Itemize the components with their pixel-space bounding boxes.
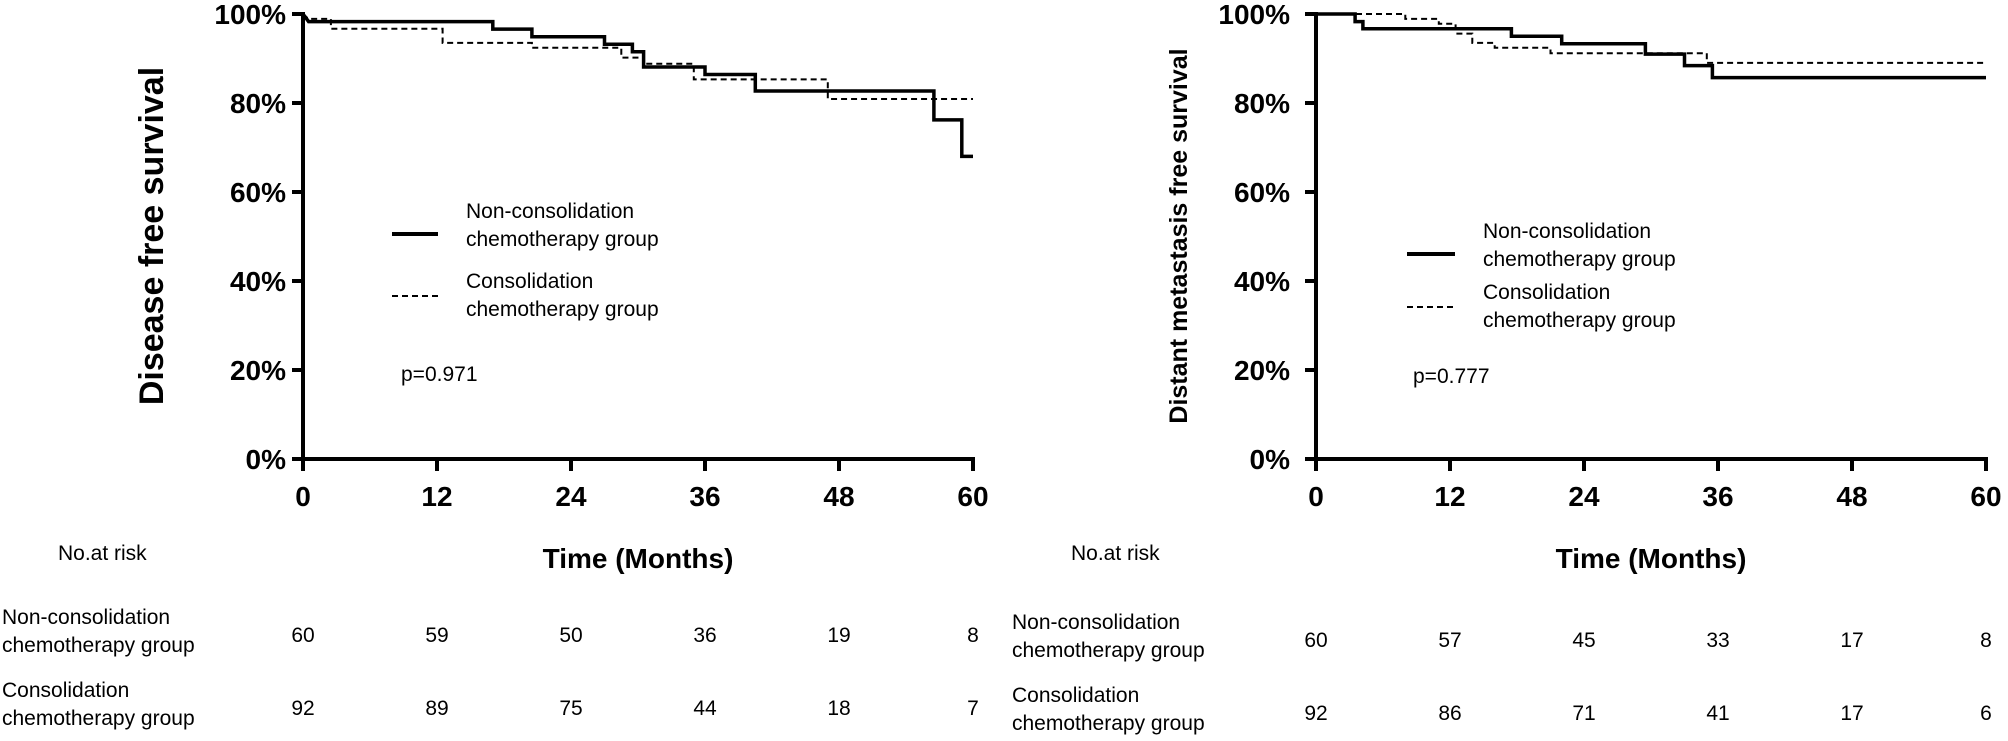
panel2-risk-row-label-2: chemotherapy group <box>1012 639 1205 662</box>
panel1-risk-value: 7 <box>967 697 979 720</box>
panel1-risk-value: 36 <box>693 624 716 647</box>
panel2-x-tick-label: 36 <box>1702 481 1733 512</box>
panel2-y-tick-label: 0% <box>1250 444 1291 475</box>
panel2-x-tick-label: 12 <box>1434 481 1465 512</box>
panel1-x-tick-label: 12 <box>421 481 452 512</box>
panel2-x-tick-label: 0 <box>1308 481 1324 512</box>
panel2-y-axis-title: Distant metastasis free survival <box>1165 48 1193 423</box>
panel2-legend-dashed-label-2: chemotherapy group <box>1483 309 1676 332</box>
panel1-risk-value: 50 <box>559 624 582 647</box>
panel2-series-consolidation <box>1316 13 1986 64</box>
panel1-risk-value: 44 <box>693 697 717 720</box>
panel2-legend-solid-label-2: chemotherapy group <box>1483 248 1676 271</box>
panel1-risk-row-label-2: chemotherapy group <box>2 634 195 657</box>
panel2-risk-value: 86 <box>1438 702 1461 725</box>
panel1-x-tick-label: 60 <box>957 481 988 512</box>
panel2-risk-value: 17 <box>1840 629 1863 652</box>
panel2-x-axis-title: Time (Months) <box>1556 543 1747 574</box>
panel1-risk-value: 75 <box>559 697 582 720</box>
panel1-legend-solid-label-1: Non-consolidation <box>466 200 634 223</box>
panel1-risk-value: 8 <box>967 624 979 647</box>
panel1-risk-value: 59 <box>425 624 448 647</box>
panel2-y-tick-label: 80% <box>1234 88 1290 119</box>
panel2-risk-value: 6 <box>1980 702 1992 725</box>
panel2-legend-solid-label-1: Non-consolidation <box>1483 220 1651 243</box>
panel2-x-tick-label: 48 <box>1836 481 1867 512</box>
panel2-risk-row-label-1: Consolidation <box>1012 684 1139 707</box>
panel1-risk-value: 19 <box>827 624 850 647</box>
panel1-y-axis-title: Disease free survival <box>133 67 171 405</box>
panel1-risk-row-label-1: Consolidation <box>2 679 129 702</box>
panel1-risk-header: No.at risk <box>58 542 147 565</box>
panel1-x-tick-label: 24 <box>555 481 587 512</box>
panel1-risk-value: 18 <box>827 697 850 720</box>
panel1-x-tick-label: 0 <box>295 481 311 512</box>
panel1-y-tick-label: 40% <box>230 266 286 297</box>
panel1-y-tick-label: 80% <box>230 88 286 119</box>
panel1-risk-value: 89 <box>425 697 448 720</box>
panel2-risk-value: 33 <box>1706 629 1729 652</box>
panel2-series-non-consolidation <box>1316 12 1986 80</box>
panel1-risk-row-label-1: Non-consolidation <box>2 606 170 629</box>
panel1-risk-row-label-2: chemotherapy group <box>2 707 195 730</box>
panel2-y-tick-label: 60% <box>1234 177 1290 208</box>
panel1-risk-value: 60 <box>291 624 314 647</box>
panel1-legend-dashed-label-2: chemotherapy group <box>466 298 659 321</box>
panel2-risk-value: 17 <box>1840 702 1863 725</box>
panel2-risk-value: 57 <box>1438 629 1461 652</box>
panel1-series-non-consolidation <box>301 12 973 159</box>
panel1-legend-solid-label-2: chemotherapy group <box>466 228 659 251</box>
panel1-y-tick-label: 0% <box>246 444 287 475</box>
panel2-risk-value: 92 <box>1304 702 1327 725</box>
panel1-x-tick-label: 36 <box>689 481 720 512</box>
panel1-y-tick-label: 60% <box>230 177 286 208</box>
panel2-risk-row-label-1: Non-consolidation <box>1012 611 1180 634</box>
panel1-risk-value: 92 <box>291 697 314 720</box>
panel2-legend-dashed-label-1: Consolidation <box>1483 281 1610 304</box>
panel1-y-tick-label: 20% <box>230 355 286 386</box>
panel2-risk-row-label-2: chemotherapy group <box>1012 712 1205 735</box>
panel1-legend-dashed-label-1: Consolidation <box>466 270 593 293</box>
panel2-risk-value: 8 <box>1980 629 1992 652</box>
panel2-risk-value: 71 <box>1572 702 1595 725</box>
panel1-series-consolidation <box>302 13 973 100</box>
panel2-risk-header: No.at risk <box>1071 542 1160 565</box>
panel1-y-tick-label: 100% <box>214 0 286 30</box>
panel2-risk-value: 60 <box>1304 629 1327 652</box>
panel2-risk-value: 45 <box>1572 629 1595 652</box>
panel2-p-value: p=0.777 <box>1413 365 1490 388</box>
panel1-p-value: p=0.971 <box>401 363 478 386</box>
panel2-x-tick-label: 24 <box>1568 481 1600 512</box>
panel1-x-tick-label: 48 <box>823 481 854 512</box>
panel2-y-tick-label: 100% <box>1218 0 1290 30</box>
panel2-x-tick-label: 60 <box>1970 481 2001 512</box>
panel2-y-tick-label: 40% <box>1234 266 1290 297</box>
panel2-risk-value: 41 <box>1706 702 1729 725</box>
panel2-y-tick-label: 20% <box>1234 355 1290 386</box>
panel1-x-axis-title: Time (Months) <box>543 543 734 574</box>
